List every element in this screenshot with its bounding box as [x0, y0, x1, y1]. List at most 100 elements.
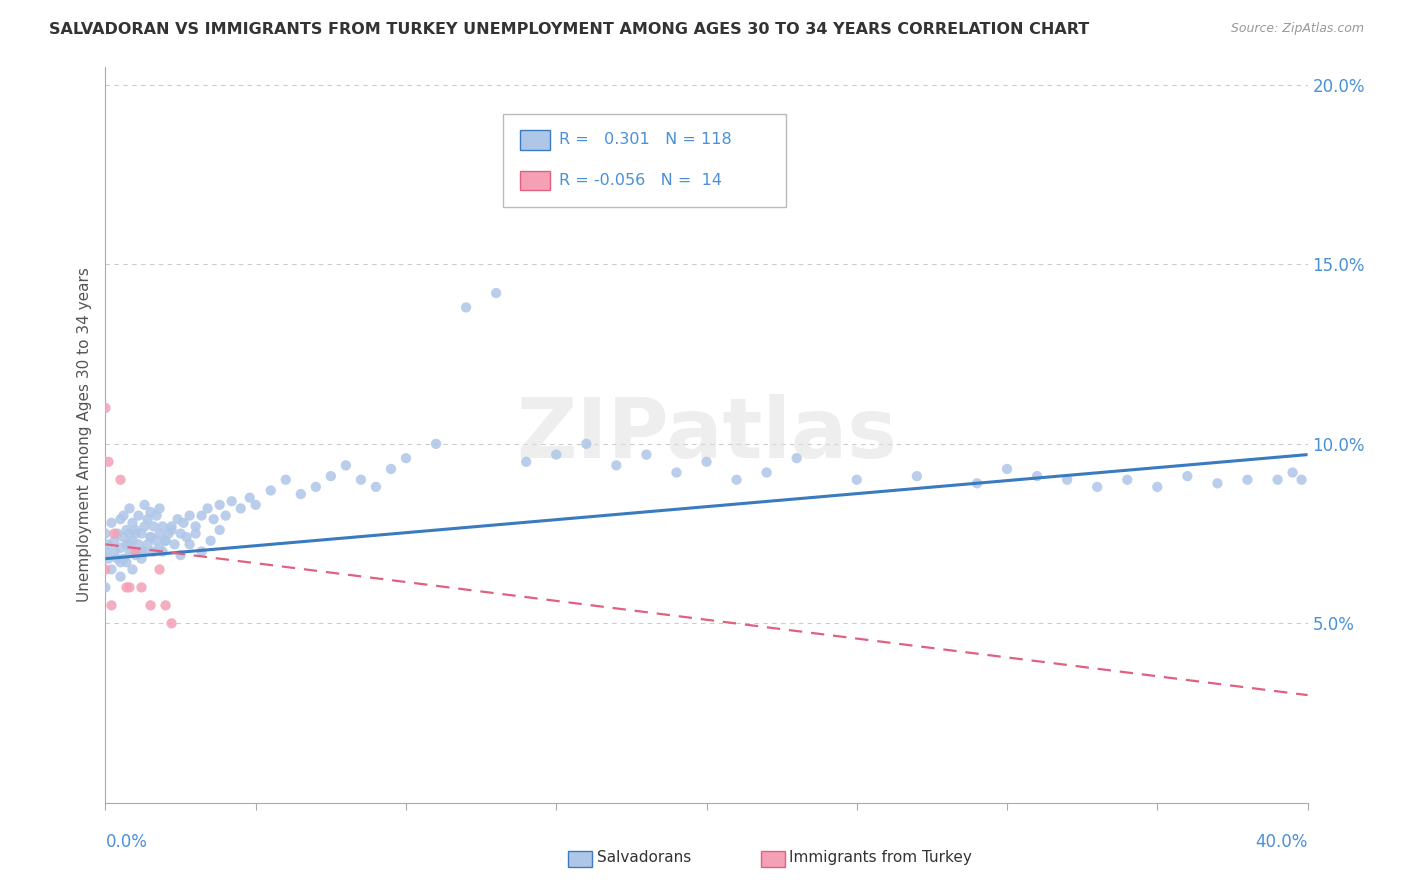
Point [107, 526, 129, 541]
Point [725, 473, 748, 487]
Point [755, 466, 778, 480]
Point [118, 581, 141, 595]
Point [121, 562, 143, 576]
Point [155, 599, 177, 613]
Point [94, 544, 117, 558]
Point [202, 512, 225, 526]
Point [118, 537, 141, 551]
Point [142, 519, 165, 533]
Point [131, 544, 153, 558]
Point [97, 551, 120, 566]
Point [110, 569, 132, 583]
Point [786, 451, 808, 466]
Point [148, 526, 170, 541]
Point [155, 533, 177, 548]
Point [136, 537, 159, 551]
Point [845, 473, 868, 487]
Point [134, 544, 156, 558]
Point [131, 581, 153, 595]
Point [173, 516, 195, 530]
Point [136, 512, 159, 526]
Point [515, 455, 537, 469]
Point [148, 501, 170, 516]
Point [200, 533, 222, 548]
Point [1026, 469, 1049, 483]
Point [160, 519, 183, 533]
Point [97, 455, 120, 469]
Point [145, 533, 167, 548]
Point [245, 498, 267, 512]
Point [1267, 473, 1289, 487]
Point [115, 537, 138, 551]
Point [110, 555, 132, 569]
Point [97, 537, 120, 551]
Point [148, 541, 170, 555]
Point [103, 526, 125, 541]
Point [636, 448, 658, 462]
Point [128, 537, 150, 551]
Point [1236, 473, 1258, 487]
Point [575, 437, 598, 451]
Text: R =   0.301   N = 118: R = 0.301 N = 118 [560, 132, 731, 147]
Point [169, 526, 191, 541]
Point [184, 526, 207, 541]
Point [134, 519, 156, 533]
Point [152, 544, 174, 558]
Point [118, 501, 141, 516]
Point [139, 599, 162, 613]
Text: 40.0%: 40.0% [1256, 833, 1308, 851]
Point [160, 523, 183, 537]
Point [1056, 473, 1078, 487]
Text: Source: ZipAtlas.com: Source: ZipAtlas.com [1230, 22, 1364, 36]
Point [395, 451, 418, 466]
Point [1085, 480, 1108, 494]
Point [239, 491, 262, 505]
Point [94, 562, 117, 576]
Point [166, 512, 188, 526]
Point [221, 494, 243, 508]
Point [112, 508, 135, 523]
Point [485, 286, 508, 301]
Point [665, 466, 688, 480]
Point [107, 551, 129, 566]
Point [1281, 466, 1303, 480]
Point [110, 541, 132, 555]
Point [124, 548, 146, 562]
Text: 0.0%: 0.0% [105, 833, 148, 851]
Point [110, 473, 132, 487]
Point [94, 581, 117, 595]
Point [139, 505, 162, 519]
Point [335, 458, 357, 473]
Point [94, 526, 117, 541]
Point [121, 533, 143, 548]
Point [425, 437, 447, 451]
Point [546, 448, 568, 462]
Point [208, 498, 231, 512]
Point [134, 498, 156, 512]
Point [121, 516, 143, 530]
Point [103, 533, 125, 548]
Point [110, 512, 132, 526]
Point [142, 544, 165, 558]
Point [148, 562, 170, 576]
Point [290, 487, 312, 501]
Point [208, 523, 231, 537]
Point [1177, 469, 1199, 483]
Point [155, 533, 177, 548]
Point [364, 480, 387, 494]
Point [179, 537, 201, 551]
Point [112, 530, 135, 544]
Point [100, 516, 122, 530]
Point [118, 526, 141, 541]
Point [1206, 476, 1229, 491]
Point [131, 526, 153, 541]
Point [229, 501, 252, 516]
Point [1116, 473, 1139, 487]
Point [214, 508, 236, 523]
Point [128, 508, 150, 523]
Point [260, 483, 283, 498]
Point [319, 469, 342, 483]
Point [184, 519, 207, 533]
Point [103, 544, 125, 558]
Point [350, 473, 373, 487]
